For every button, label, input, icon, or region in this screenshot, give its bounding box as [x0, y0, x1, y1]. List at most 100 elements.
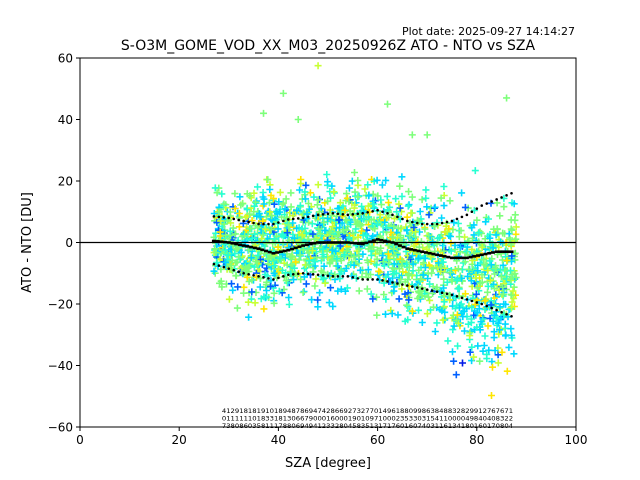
mean-marker — [319, 241, 324, 244]
std-marker — [346, 275, 350, 278]
scatter-point — [358, 227, 366, 235]
scatter-point — [235, 253, 243, 261]
std-marker — [242, 219, 245, 223]
mean-marker — [308, 242, 313, 246]
scatter-point — [336, 199, 344, 207]
scatter-point — [308, 296, 316, 304]
scatter-point — [443, 228, 451, 236]
scatter-point — [405, 272, 413, 279]
scatter-point — [491, 284, 498, 292]
std-marker — [282, 275, 285, 278]
scatter-point — [484, 266, 492, 274]
scatter-point — [261, 225, 269, 233]
scatter-point — [382, 310, 389, 318]
scatter-point — [473, 284, 481, 292]
scatter-point — [474, 342, 482, 350]
std-marker — [311, 272, 315, 276]
scatter-point — [254, 183, 261, 191]
scatter-point — [374, 220, 381, 228]
scatter-point — [236, 193, 244, 201]
scatter-point — [363, 285, 371, 293]
scatter-point — [254, 251, 262, 259]
scatter-point — [403, 226, 411, 234]
scatter-point — [337, 257, 345, 264]
scatter-point — [288, 252, 296, 260]
scatter-point — [481, 332, 489, 340]
statistics-series — [211, 192, 514, 318]
scatter-point — [383, 224, 391, 232]
std-marker — [460, 215, 464, 219]
std-marker — [381, 210, 384, 214]
scatter-point — [390, 260, 398, 268]
scatter-point — [454, 220, 462, 227]
std-marker — [257, 275, 260, 278]
scatter-point — [325, 299, 333, 307]
scatter-point — [415, 289, 423, 297]
y-tick-label: 20 — [58, 174, 73, 188]
scatter-point — [466, 348, 474, 356]
scatter-point — [450, 357, 458, 365]
scatter-point — [302, 280, 310, 288]
scatter-point — [453, 316, 460, 324]
scatter-point — [331, 271, 339, 279]
scatter-point — [257, 255, 264, 263]
scatter-point — [320, 262, 328, 270]
scatter-point — [364, 181, 372, 189]
scatter-point — [491, 347, 499, 354]
mean-marker — [252, 246, 257, 250]
scatter-point — [415, 254, 423, 262]
scatter-point — [423, 203, 431, 211]
mean-marker — [412, 248, 417, 252]
scatter-point — [283, 229, 291, 237]
scatter-point — [213, 189, 221, 197]
outlier-point — [314, 62, 322, 70]
scatter-point — [490, 280, 498, 288]
scatter-point — [451, 304, 459, 312]
mean-marker — [435, 253, 440, 257]
scatter-point — [398, 285, 406, 293]
std-marker — [311, 214, 315, 218]
scatter-point — [332, 224, 340, 232]
scatter-point — [480, 342, 488, 349]
scatter-point — [323, 247, 331, 255]
scatter-point — [225, 295, 233, 303]
scatter-point — [364, 202, 372, 210]
scatter-point — [270, 299, 278, 307]
scatter-point — [323, 171, 331, 178]
scatter-point — [369, 295, 377, 303]
scatter-point — [360, 215, 368, 223]
scatter-point — [409, 227, 416, 235]
scatter-point — [248, 276, 256, 284]
std-marker — [346, 213, 350, 217]
scatter-point — [424, 275, 432, 282]
scatter-point — [239, 200, 247, 208]
scatter-point — [364, 213, 372, 221]
std-marker — [336, 212, 340, 216]
scatter-point — [275, 265, 282, 273]
scatter-point — [492, 231, 500, 239]
scatter-point — [315, 208, 323, 216]
scatter-point — [217, 217, 224, 225]
scatter-point — [388, 310, 396, 318]
std-marker — [217, 215, 221, 219]
scatter-point — [495, 286, 503, 294]
scatter-point — [257, 295, 265, 303]
scatter-point — [503, 367, 511, 375]
scatter-point — [347, 251, 355, 258]
std-marker — [470, 299, 474, 303]
scatter-point — [297, 180, 305, 188]
std-marker — [450, 293, 454, 297]
scatter-point — [482, 218, 490, 226]
std-marker — [277, 221, 280, 224]
scatter-point — [489, 317, 497, 325]
scatter-point — [423, 310, 431, 318]
std-marker — [430, 222, 434, 226]
scatter-point — [241, 263, 249, 271]
scatter-point — [510, 350, 518, 358]
mean-marker — [230, 241, 235, 245]
scatter-point — [500, 203, 508, 211]
std-marker — [455, 217, 459, 221]
scatter-point — [242, 213, 249, 221]
mean-marker — [401, 245, 406, 249]
mean-marker — [420, 250, 425, 254]
